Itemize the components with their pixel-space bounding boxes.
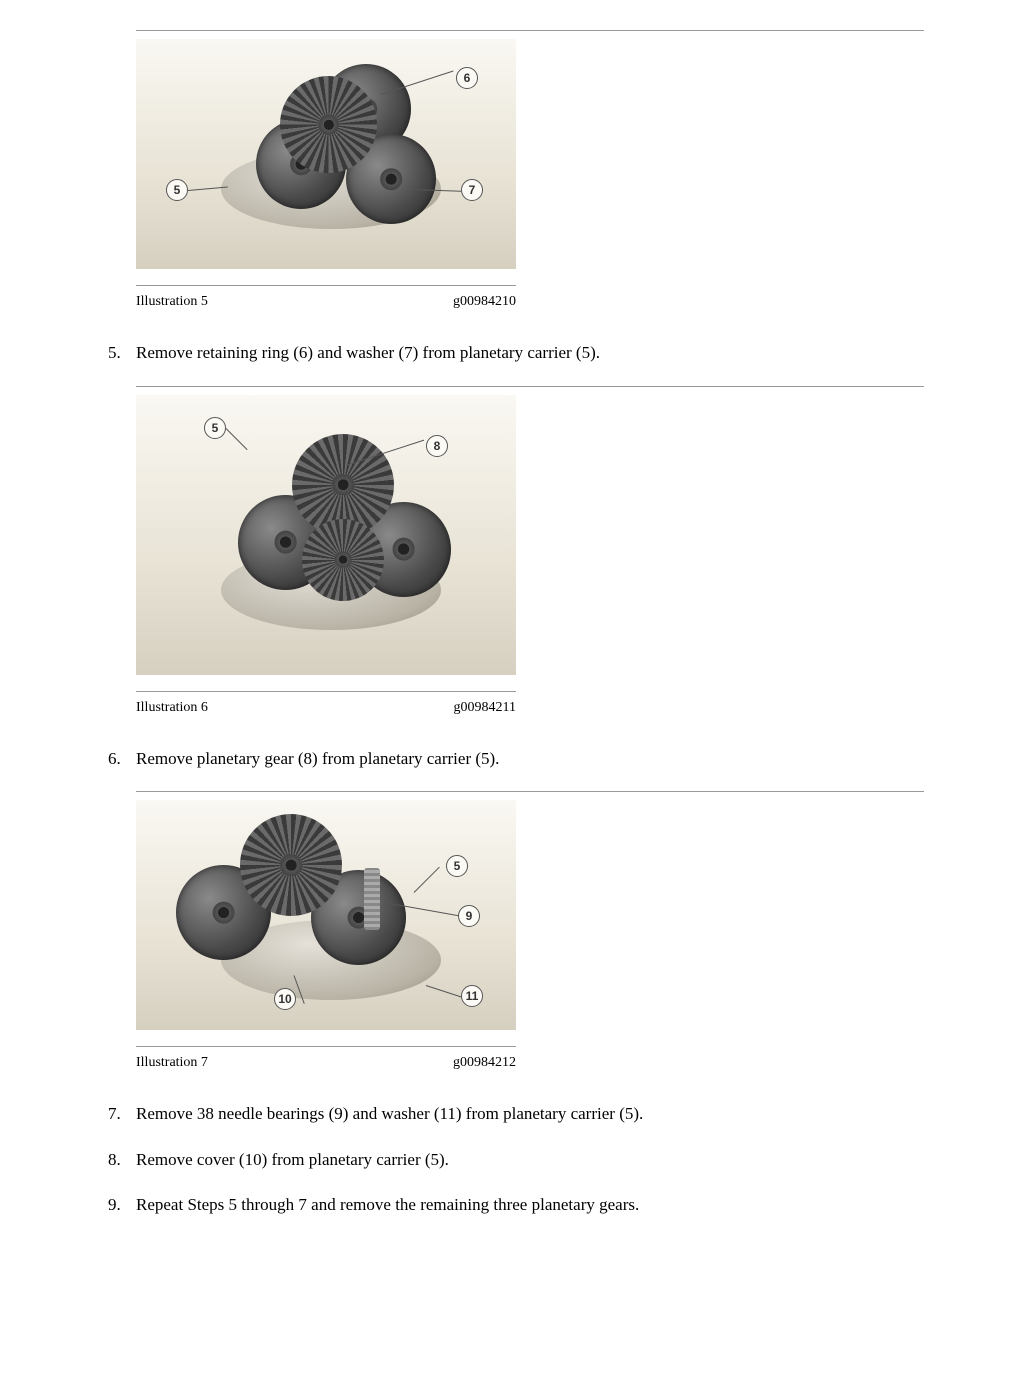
figure-6-image: 5 8 (136, 386, 924, 683)
figure-7: 5 9 10 11 Illustration 7 g00984212 (136, 791, 924, 1071)
divider (136, 285, 516, 286)
figure-7-caption: Illustration 7 g00984212 (136, 1055, 516, 1071)
callout-10: 10 (274, 988, 296, 1010)
figure-6-caption: Illustration 6 g00984211 (136, 700, 516, 716)
figure-6: 5 8 Illustration 6 g00984211 (136, 386, 924, 716)
step-number: 6. (100, 746, 136, 772)
callout-7: 7 (461, 179, 483, 201)
step-number: 5. (100, 340, 136, 366)
figure-5-image: 5 6 7 (136, 30, 924, 277)
callout-5: 5 (204, 417, 226, 439)
step-7: 7. Remove 38 needle bearings (9) and was… (100, 1101, 924, 1127)
step-8: 8. Remove cover (10) from planetary carr… (100, 1147, 924, 1173)
step-number: 9. (100, 1192, 136, 1218)
divider (136, 691, 516, 692)
figure-5: 5 6 7 Illustration 5 g00984210 (136, 30, 924, 310)
divider (136, 1046, 516, 1047)
step-9: 9. Repeat Steps 5 through 7 and remove t… (100, 1192, 924, 1218)
step-6: 6. Remove planetary gear (8) from planet… (100, 746, 924, 772)
illustration-ref: g00984210 (453, 294, 516, 310)
illustration-label: Illustration 7 (136, 1055, 208, 1071)
illustration-label: Illustration 6 (136, 700, 208, 716)
step-number: 7. (100, 1101, 136, 1127)
callout-11: 11 (461, 985, 483, 1007)
callout-9: 9 (458, 905, 480, 927)
step-text: Repeat Steps 5 through 7 and remove the … (136, 1192, 924, 1218)
step-5: 5. Remove retaining ring (6) and washer … (100, 340, 924, 366)
callout-5: 5 (166, 179, 188, 201)
step-text: Remove planetary gear (8) from planetary… (136, 746, 924, 772)
step-text: Remove retaining ring (6) and washer (7)… (136, 340, 924, 366)
callout-6: 6 (456, 67, 478, 89)
illustration-ref: g00984212 (453, 1055, 516, 1071)
callout-5: 5 (446, 855, 468, 877)
figure-5-caption: Illustration 5 g00984210 (136, 294, 516, 310)
step-text: Remove 38 needle bearings (9) and washer… (136, 1101, 924, 1127)
figure-7-image: 5 9 10 11 (136, 791, 924, 1038)
step-number: 8. (100, 1147, 136, 1173)
illustration-label: Illustration 5 (136, 294, 208, 310)
step-text: Remove cover (10) from planetary carrier… (136, 1147, 924, 1173)
illustration-ref: g00984211 (454, 700, 516, 716)
callout-8: 8 (426, 435, 448, 457)
